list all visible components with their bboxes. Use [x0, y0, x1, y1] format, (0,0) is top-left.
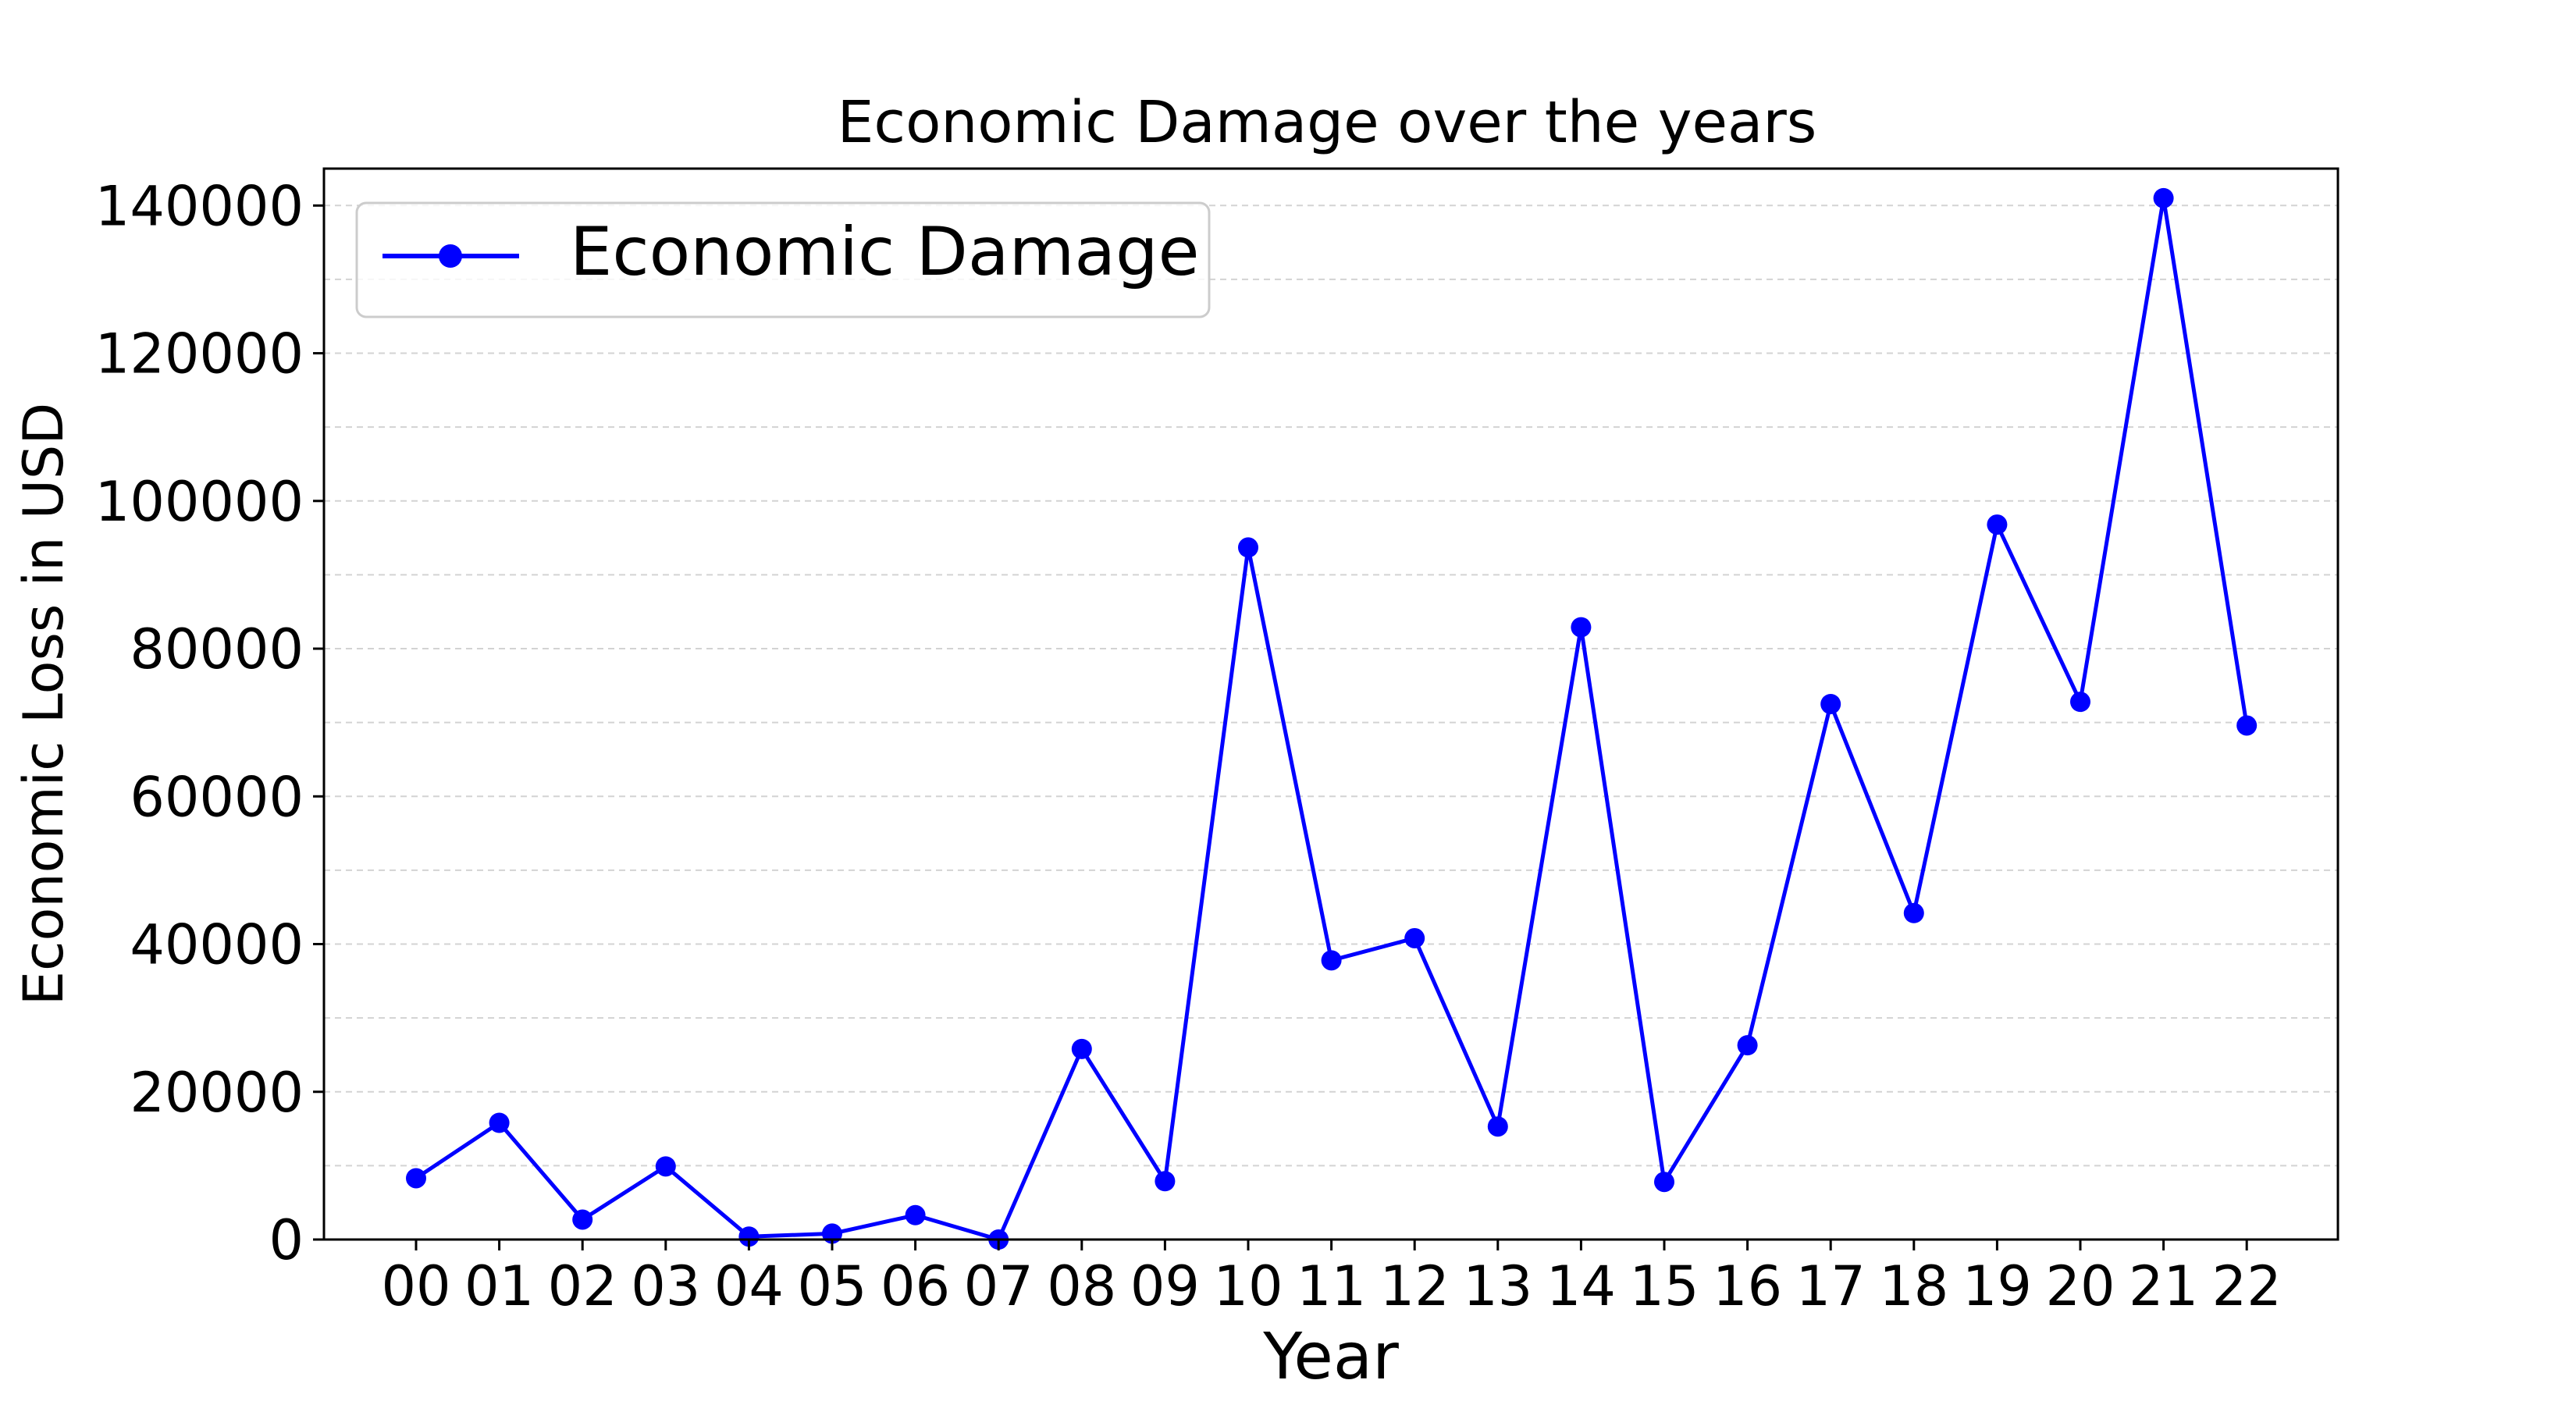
x-tick-label: 02	[548, 1254, 617, 1318]
data-point[interactable]	[1737, 1035, 1758, 1056]
x-tick-label: 03	[631, 1254, 700, 1318]
data-point[interactable]	[1903, 902, 1924, 923]
y-tick-label: 60000	[130, 765, 304, 829]
x-tick-label: 17	[1796, 1254, 1866, 1318]
data-point[interactable]	[1238, 537, 1258, 558]
chart-title: Economic Damage over the years	[838, 89, 1817, 156]
y-tick-label: 0	[269, 1208, 304, 1272]
data-point[interactable]	[1321, 950, 1342, 971]
data-point[interactable]	[1155, 1171, 1176, 1192]
legend-marker-swatch	[439, 244, 462, 268]
x-tick-label: 05	[797, 1254, 866, 1318]
x-axis: 00 01 02 03 04 05 06 07 08 09 10 11 12 13 14 15 16 17 18 19…	[381, 1240, 2282, 1318]
x-tick-label: 14	[1546, 1254, 1616, 1318]
data-point[interactable]	[572, 1209, 593, 1230]
y-tick-label: 120000	[95, 322, 304, 386]
x-tick-label: 13	[1463, 1254, 1532, 1318]
y-axis-label: Economic Loss in USD	[12, 403, 76, 1006]
data-point[interactable]	[1654, 1172, 1674, 1193]
x-tick-label: 07	[964, 1254, 1034, 1318]
x-tick-label: 06	[881, 1254, 950, 1318]
data-point[interactable]	[2153, 187, 2174, 208]
data-point[interactable]	[1404, 927, 1425, 948]
y-axis: 0 20000 40000 60000 80000 100000 120000 140000	[95, 174, 324, 1272]
data-point[interactable]	[2070, 692, 2090, 713]
x-tick-label: 08	[1047, 1254, 1116, 1318]
x-tick-label: 12	[1380, 1254, 1450, 1318]
data-point[interactable]	[1571, 617, 1592, 638]
x-tick-label: 01	[464, 1254, 534, 1318]
data-point[interactable]	[406, 1168, 426, 1189]
x-tick-label: 21	[2129, 1254, 2198, 1318]
data-point[interactable]	[1487, 1116, 1508, 1137]
y-tick-label: 100000	[95, 470, 304, 534]
data-point[interactable]	[1071, 1038, 1092, 1059]
data-point[interactable]	[2236, 715, 2258, 736]
plot-frame	[322, 167, 2339, 1241]
x-tick-label: 22	[2212, 1254, 2282, 1318]
x-axis-label: Year	[1262, 1320, 1399, 1394]
x-tick-label: 18	[1879, 1254, 1948, 1318]
y-tick-label: 80000	[130, 617, 304, 681]
x-tick-label: 20	[2045, 1254, 2115, 1318]
data-point[interactable]	[489, 1112, 510, 1133]
y-tick-label: 20000	[130, 1061, 304, 1125]
x-tick-label: 09	[1130, 1254, 1200, 1318]
x-tick-label: 04	[714, 1254, 784, 1318]
grid-lines	[324, 205, 2338, 1167]
data-point[interactable]	[1820, 694, 1841, 714]
x-tick-label: 15	[1629, 1254, 1699, 1318]
legend[interactable]: Economic Damage	[355, 201, 1211, 318]
y-tick-label: 140000	[95, 174, 304, 238]
x-tick-label: 11	[1297, 1254, 1366, 1318]
legend-box	[355, 201, 1211, 318]
legend-label: Economic Damage	[570, 213, 1200, 291]
data-point[interactable]	[738, 1226, 760, 1247]
x-tick-label: 10	[1213, 1254, 1283, 1318]
data-point[interactable]	[1987, 514, 2008, 535]
y-tick-label: 40000	[130, 913, 304, 977]
x-tick-label: 16	[1713, 1254, 1782, 1318]
x-tick-label: 19	[1962, 1254, 2032, 1318]
x-tick-label: 00	[381, 1254, 450, 1318]
data-point[interactable]	[655, 1156, 676, 1177]
data-point[interactable]	[905, 1204, 926, 1225]
